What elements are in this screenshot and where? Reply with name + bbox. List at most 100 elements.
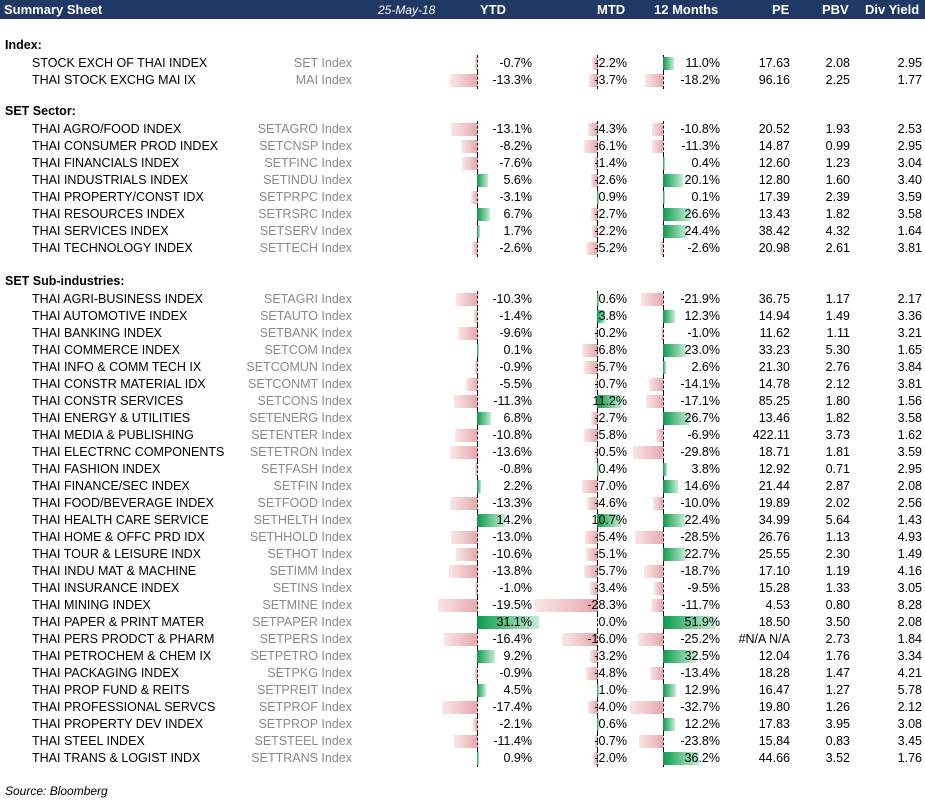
ytd-value: 6.7% xyxy=(503,207,533,221)
mtd-value: -16.0% xyxy=(587,632,627,646)
12m-value: -13.4% xyxy=(680,666,720,680)
mtd-value: -2.2% xyxy=(594,224,627,238)
ytd-axis-line xyxy=(477,240,478,257)
ytd-bar xyxy=(450,74,477,87)
12m-bar xyxy=(649,667,663,680)
ytd-value: -11.3% xyxy=(493,394,532,408)
12m-value: 0.1% xyxy=(691,190,721,204)
pbv-value: 1.76 xyxy=(825,649,850,663)
pe-value: 19.89 xyxy=(758,496,790,510)
pbv-value: 1.27 xyxy=(825,683,850,697)
ytd-bar xyxy=(477,412,491,425)
ytd-bar xyxy=(472,718,477,731)
ytd-axis-line xyxy=(477,733,478,750)
12m-value: 24.4% xyxy=(684,224,720,238)
12m-value: -11.3% xyxy=(681,139,720,153)
mtd-bar xyxy=(597,395,622,408)
ytd-axis-line xyxy=(477,189,478,206)
mtd-value: -5.2% xyxy=(594,241,627,255)
pe-value: 19.80 xyxy=(758,700,790,714)
ytd-value: 4.5% xyxy=(503,683,533,697)
mtd-axis-line xyxy=(597,733,598,750)
pbv-value: 0.71 xyxy=(825,462,850,476)
mtd-bar xyxy=(586,497,597,510)
ytd-axis-line xyxy=(477,665,478,682)
ytd-value: -13.0% xyxy=(492,530,532,544)
table-row: THAI STOCK EXCHG MAI IX MAI Index -13.3% -3… xyxy=(0,72,925,89)
ytd-axis-line xyxy=(477,716,478,733)
12m-value: -2.6% xyxy=(687,241,720,255)
index-name: THAI RESOURCES INDEX xyxy=(32,207,185,221)
table-row: THAI FINANCE/SEC INDEX SETFIN Index 2.2% -7… xyxy=(0,478,925,495)
mtd-bar xyxy=(586,667,597,680)
pbv-value: 1.13 xyxy=(825,530,850,544)
12m-value: -29.8% xyxy=(680,445,720,459)
pbv-value: 2.39 xyxy=(825,190,850,204)
ytd-axis-line xyxy=(477,359,478,376)
sheet-title: Summary Sheet xyxy=(4,2,103,17)
table-row: THAI COMMERCE INDEX SETCOM Index 0.1% -6.8%… xyxy=(0,342,925,359)
div-yield-value: 3.34 xyxy=(897,649,922,663)
12m-axis-line xyxy=(663,631,664,648)
ytd-axis-line xyxy=(477,580,478,597)
12m-bar xyxy=(663,57,674,70)
12m-value: 3.8% xyxy=(691,462,721,476)
ytd-value: -0.9% xyxy=(499,666,532,680)
12m-bar xyxy=(641,293,663,306)
ytd-bar xyxy=(477,225,481,238)
ytd-value: -17.4% xyxy=(492,700,532,714)
mtd-value: -0.5% xyxy=(594,445,627,459)
table-row: STOCK EXCH OF THAI INDEX SET Index -0.7% -2… xyxy=(0,55,925,72)
12m-bar xyxy=(660,242,663,255)
div-yield-value: 3.59 xyxy=(897,445,922,459)
table-row: THAI INDUSTRIALS INDEX SETINDU Index 5.6% -… xyxy=(0,172,925,189)
div-yield-value: 4.16 xyxy=(897,564,922,578)
table-row: THAI HOME & OFFC PRD IDX SETHHOLD Index -1… xyxy=(0,529,925,546)
mtd-value: -2.7% xyxy=(594,411,627,425)
ytd-value: -2.6% xyxy=(499,241,532,255)
12m-value: 23.0% xyxy=(684,343,720,357)
index-name: THAI MINING INDEX xyxy=(32,598,151,612)
mtd-bar xyxy=(583,140,597,153)
table-row: THAI STEEL INDEX SETSTEEL Index -11.4% -0.7… xyxy=(0,733,925,750)
index-name: THAI PROPERTY DEV INDEX xyxy=(32,717,204,731)
mtd-value: -2.0% xyxy=(594,751,627,765)
ytd-bar xyxy=(444,633,477,646)
mtd-axis-line xyxy=(597,172,598,189)
pe-value: 18.28 xyxy=(758,666,790,680)
12m-bar xyxy=(634,531,663,544)
12m-value: 20.1% xyxy=(684,173,720,187)
table-row: THAI CONSTR SERVICES SETCONS Index -11.3% 1… xyxy=(0,393,925,410)
mtd-axis-line xyxy=(597,699,598,716)
mtd-bar xyxy=(591,208,597,221)
12m-bar xyxy=(653,497,663,510)
pe-value: 15.28 xyxy=(758,581,790,595)
table-row: THAI FINANCIALS INDEX SETFINC Index -7.6% -… xyxy=(0,155,925,172)
12m-bar xyxy=(663,225,688,238)
pe-value: 11.62 xyxy=(759,326,790,340)
mtd-value: -4.3% xyxy=(594,122,627,136)
div-yield-value: 1.84 xyxy=(897,632,922,646)
index-name: THAI INDU MAT & MACHINE xyxy=(32,564,197,578)
12m-bar xyxy=(663,548,686,561)
ytd-bar xyxy=(449,446,477,459)
mtd-axis-line xyxy=(597,223,598,240)
12m-value: -25.2% xyxy=(680,632,720,646)
mtd-bar xyxy=(595,446,597,459)
ytd-bar xyxy=(449,565,477,578)
mtd-bar xyxy=(589,582,597,595)
12m-bar xyxy=(663,361,666,374)
ticker-label: SETFIN Index xyxy=(273,479,353,493)
table-row: THAI CONSUMER PROD INDEX SETCNSP Index -8.… xyxy=(0,138,925,155)
mtd-axis-line xyxy=(597,427,598,444)
mtd-bar xyxy=(588,74,597,87)
12m-value: 14.6% xyxy=(684,479,720,493)
ytd-bar xyxy=(477,174,489,187)
ticker-label: SETTRANS Index xyxy=(251,751,352,765)
pbv-value: 5.30 xyxy=(825,343,850,357)
12m-axis-line xyxy=(663,325,664,342)
ytd-value: 5.6% xyxy=(503,173,533,187)
pbv-value: 1.81 xyxy=(825,445,850,459)
pbv-value: 0.99 xyxy=(825,139,850,153)
col-header-pe: PE xyxy=(772,2,790,17)
